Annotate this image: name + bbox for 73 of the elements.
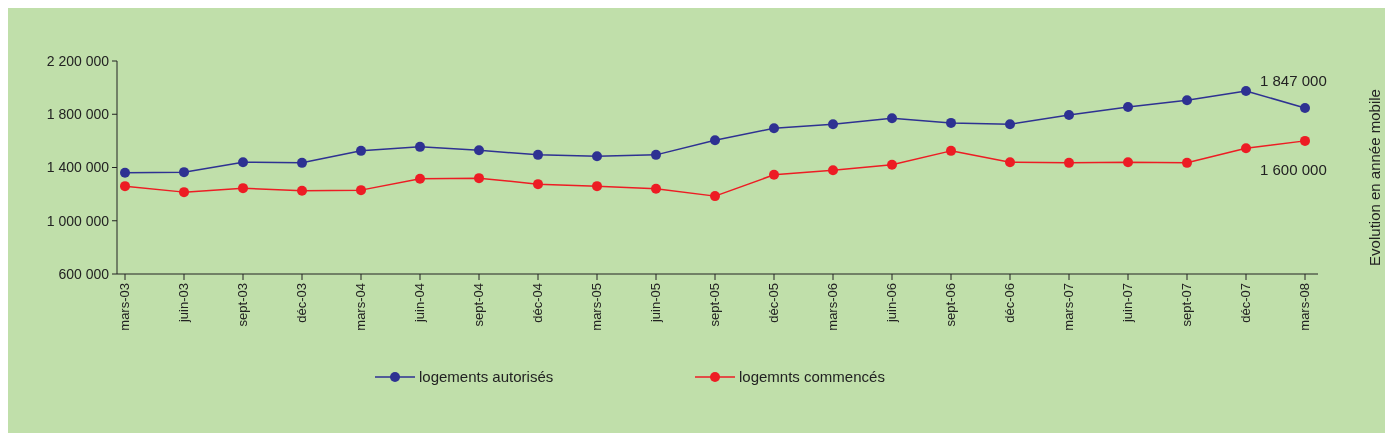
point bbox=[651, 149, 661, 160]
point bbox=[1064, 157, 1074, 168]
point bbox=[179, 187, 189, 198]
point bbox=[710, 135, 720, 146]
point bbox=[887, 159, 897, 170]
point bbox=[1300, 102, 1310, 113]
point bbox=[238, 183, 248, 194]
point bbox=[415, 141, 425, 152]
x-tick-label: déc-04 bbox=[530, 283, 545, 323]
point bbox=[474, 145, 484, 156]
point bbox=[297, 157, 307, 168]
legend-label: logements autorisés bbox=[419, 368, 554, 386]
x-tick-label: juin-03 bbox=[176, 283, 191, 324]
point bbox=[533, 149, 543, 160]
point bbox=[946, 145, 956, 156]
x-tick-label: juin-05 bbox=[648, 283, 663, 324]
x-tick-label: sept-03 bbox=[235, 283, 250, 327]
y2-axis-title: Evolution en année mobile bbox=[1366, 89, 1383, 266]
y-tick-label: 1 400 000 bbox=[46, 159, 110, 176]
x-tick-label: déc-03 bbox=[294, 283, 309, 323]
x-tick-label: déc-05 bbox=[766, 283, 781, 323]
x-tick-label: sept-06 bbox=[943, 283, 958, 327]
point bbox=[592, 181, 602, 192]
point bbox=[828, 119, 838, 130]
point bbox=[120, 167, 130, 178]
point bbox=[533, 179, 543, 190]
point bbox=[651, 183, 661, 194]
x-tick-label: sept-04 bbox=[471, 283, 486, 327]
point bbox=[415, 173, 425, 184]
x-tick-label: mars-06 bbox=[825, 283, 840, 331]
point bbox=[356, 185, 366, 196]
point bbox=[1182, 95, 1192, 106]
y-tick-label: 1 000 000 bbox=[46, 212, 110, 229]
x-tick-label: sept-07 bbox=[1179, 283, 1194, 327]
y-tick-label: 600 000 bbox=[58, 265, 110, 282]
point bbox=[474, 173, 484, 184]
point bbox=[1064, 109, 1074, 120]
x-tick-label: sept-05 bbox=[707, 283, 722, 327]
legend-label: logemnts commencés bbox=[739, 368, 885, 386]
y-tick-label: 2 200 000 bbox=[46, 52, 110, 69]
point bbox=[592, 151, 602, 162]
x-tick-label: mars-08 bbox=[1297, 283, 1312, 331]
x-tick-label: mars-04 bbox=[353, 283, 368, 331]
point bbox=[946, 117, 956, 128]
point bbox=[1005, 119, 1015, 130]
annotation: 1 600 000 bbox=[1260, 160, 1327, 178]
x-tick-label: juin-04 bbox=[412, 283, 427, 324]
point bbox=[1241, 85, 1251, 96]
point bbox=[1123, 157, 1133, 168]
x-tick-label: juin-07 bbox=[1120, 283, 1135, 324]
point bbox=[887, 113, 897, 124]
x-tick-label: juin-06 bbox=[884, 283, 899, 324]
point bbox=[769, 169, 779, 180]
x-tick-label: mars-05 bbox=[589, 283, 604, 331]
point bbox=[238, 157, 248, 168]
point bbox=[1182, 157, 1192, 168]
point bbox=[1123, 101, 1133, 112]
point bbox=[710, 191, 720, 202]
point bbox=[297, 185, 307, 196]
x-tick-label: déc-07 bbox=[1238, 283, 1253, 323]
x-tick-label: mars-03 bbox=[117, 283, 132, 331]
x-tick-label: mars-07 bbox=[1061, 283, 1076, 331]
point bbox=[769, 123, 779, 134]
point bbox=[356, 145, 366, 156]
y-tick-label: 1 800 000 bbox=[46, 106, 110, 123]
annotation: 1 847 000 bbox=[1260, 71, 1327, 89]
x-tick-label: déc-06 bbox=[1002, 283, 1017, 323]
point bbox=[1300, 135, 1310, 146]
point bbox=[1005, 157, 1015, 168]
point bbox=[179, 167, 189, 178]
point bbox=[120, 181, 130, 192]
point bbox=[1241, 143, 1251, 154]
point bbox=[828, 165, 838, 176]
